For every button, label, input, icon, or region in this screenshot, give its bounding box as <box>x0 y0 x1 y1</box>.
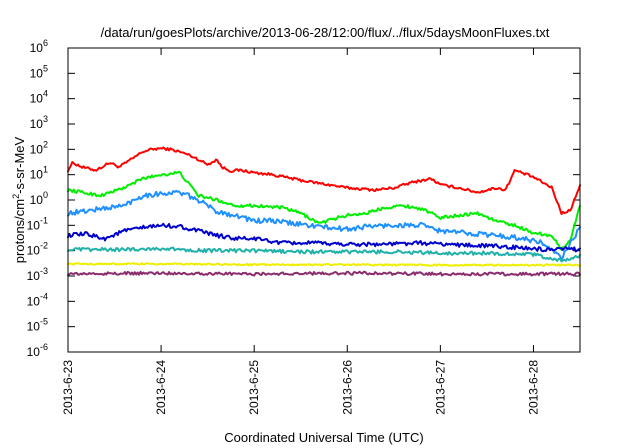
ticks-layer: 10-6 10-5 10-4 10-3 10-2 10-1 100 101 102 103 104 1… <box>27 38 580 415</box>
y-tick-label: 101 <box>30 165 48 182</box>
plot-frame <box>67 47 581 353</box>
series-line <box>67 189 581 261</box>
x-tick-label: 2013-6-25 <box>247 360 261 415</box>
series-layer <box>67 146 581 277</box>
y-tick-label: 10-2 <box>27 241 48 258</box>
y-tick-label: 105 <box>30 63 48 80</box>
series-line <box>67 262 581 267</box>
chart-title: /data/run/goesPlots/archive/2013-06-28/1… <box>101 25 550 40</box>
series-line <box>67 146 581 216</box>
y-tick-label: 102 <box>30 139 48 156</box>
series-line <box>67 270 581 277</box>
y-tick-label: 106 <box>30 38 48 55</box>
x-tick-label: 2013-6-26 <box>340 360 354 415</box>
y-tick-label: 10-5 <box>27 317 48 334</box>
y-tick-label: 104 <box>30 89 48 106</box>
y-tick-label: 10-1 <box>27 215 48 232</box>
y-tick-label: 10-6 <box>27 342 48 359</box>
y-tick-label: 10-4 <box>27 291 48 308</box>
series-line <box>67 222 581 253</box>
x-tick-label: 2013-6-27 <box>433 360 447 415</box>
x-tick-label: 2013-6-23 <box>61 360 75 415</box>
x-axis-label: Coordinated Universal Time (UTC) <box>224 430 423 445</box>
x-tick-label: 2013-6-28 <box>526 360 540 415</box>
series-line <box>67 246 581 263</box>
y-axis-label: protons/cm2-s-sr-MeV <box>11 136 27 263</box>
y-tick-label: 100 <box>30 190 48 207</box>
series-line <box>67 171 581 251</box>
x-tick-label: 2013-6-24 <box>154 360 168 415</box>
y-tick-label: 103 <box>30 114 48 131</box>
y-tick-label: 10-3 <box>27 266 48 283</box>
